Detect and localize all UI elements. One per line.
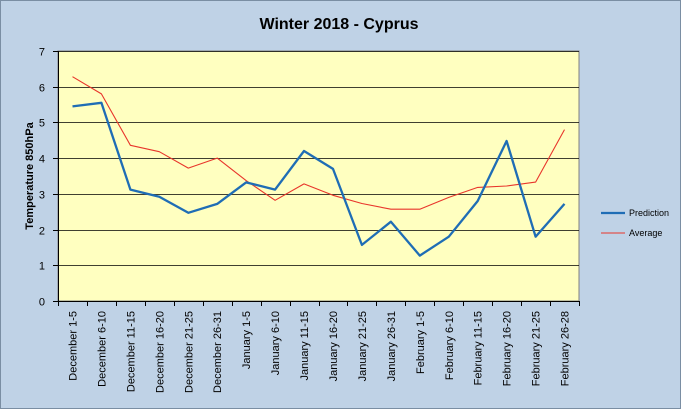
series-lines: [72, 76, 566, 257]
chart-title: Winter 2018 - Cyprus: [259, 16, 418, 33]
legend-label: Average: [629, 228, 662, 238]
series-line-prediction: [72, 101, 566, 257]
x-tick-label: February 16-20: [502, 311, 514, 386]
x-tick-label: December 16-20: [154, 311, 166, 393]
y-tick-label: 6: [39, 83, 45, 95]
x-tick-label: December 26-31: [212, 311, 224, 393]
x-tick-label: January 1-5: [241, 311, 253, 369]
x-tick-label: January 6-10: [270, 311, 282, 375]
x-tick-label: January 26-31: [386, 311, 398, 381]
legend: Prediction Average: [601, 208, 669, 238]
axes: [58, 51, 580, 306]
x-tick-label: December 21-25: [183, 311, 195, 393]
y-tick-label: 5: [39, 118, 45, 130]
x-tick-label: February 1-5: [415, 311, 427, 374]
y-axis-label: Temperature 850hPa: [24, 121, 36, 229]
x-tick-label: January 21-25: [357, 311, 369, 381]
x-tick-label: February 26-28: [560, 311, 572, 386]
x-tick-label: February 6-10: [444, 311, 456, 380]
x-tick-label: February 21-25: [531, 311, 543, 386]
x-tick-label: January 16-20: [328, 311, 340, 381]
plot-area: [57, 50, 580, 302]
y-tick-label: 2: [39, 226, 45, 238]
x-tick-label: December 1-5: [67, 311, 79, 381]
x-tick-label: December 6-10: [96, 311, 108, 387]
x-tick-label: December 11-15: [125, 311, 137, 392]
legend-label: Prediction: [629, 208, 669, 218]
y-tick-label: 1: [39, 261, 45, 273]
y-tick-label: 0: [39, 297, 45, 309]
y-tick-label: 4: [39, 154, 45, 166]
y-tick-label: 7: [39, 47, 45, 59]
x-tick-label: February 11-15: [473, 311, 485, 385]
grid-lines: [53, 51, 579, 302]
x-tick-labels: December 1-5 December 6-10 December 11-15 D…: [67, 311, 571, 393]
x-tick-label: January 11-15: [299, 311, 311, 381]
y-tick-labels: 0 1 2 3 4 5 6 7: [39, 47, 45, 309]
series-line-average: [72, 76, 565, 210]
y-tick-label: 3: [39, 190, 45, 202]
